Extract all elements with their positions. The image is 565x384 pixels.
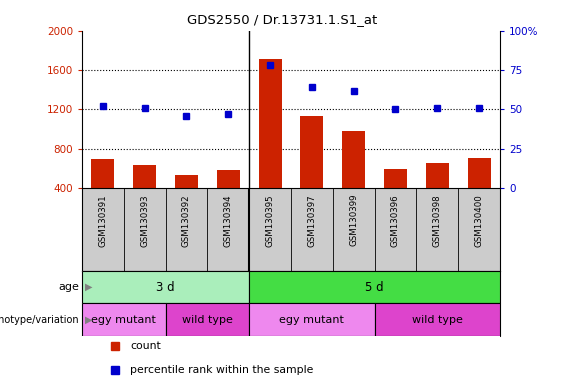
Bar <box>301 116 323 188</box>
Text: genotype/variation: genotype/variation <box>0 314 79 325</box>
Text: GSM130398: GSM130398 <box>433 194 442 247</box>
Text: ▶: ▶ <box>85 282 92 292</box>
Bar <box>82 271 249 303</box>
Bar <box>82 303 166 336</box>
Bar <box>133 164 156 188</box>
Text: GSM130393: GSM130393 <box>140 194 149 247</box>
Text: 3 d: 3 d <box>157 281 175 293</box>
Bar <box>249 271 500 303</box>
Text: GDS2550 / Dr.13731.1.S1_at: GDS2550 / Dr.13731.1.S1_at <box>188 13 377 26</box>
Text: count: count <box>130 341 161 351</box>
Bar <box>342 131 365 188</box>
Bar <box>217 170 240 188</box>
Text: egy mutant: egy mutant <box>280 314 344 325</box>
Bar <box>384 169 407 188</box>
Bar <box>468 158 490 188</box>
Text: GSM130397: GSM130397 <box>307 194 316 247</box>
Text: ▶: ▶ <box>85 314 92 325</box>
Bar <box>166 303 249 336</box>
Text: age: age <box>58 282 79 292</box>
Text: GSM130395: GSM130395 <box>266 194 275 247</box>
Text: egy mutant: egy mutant <box>92 314 156 325</box>
Text: GSM130399: GSM130399 <box>349 194 358 247</box>
Text: percentile rank within the sample: percentile rank within the sample <box>130 366 314 376</box>
Text: GSM130400: GSM130400 <box>475 194 484 247</box>
Bar <box>249 303 375 336</box>
Bar <box>92 159 114 188</box>
Bar <box>175 175 198 188</box>
Text: 5 d: 5 d <box>366 281 384 293</box>
Bar <box>426 162 449 188</box>
Text: GSM130391: GSM130391 <box>98 194 107 247</box>
Text: GSM130396: GSM130396 <box>391 194 400 247</box>
Bar <box>375 303 500 336</box>
Text: GSM130392: GSM130392 <box>182 194 191 247</box>
Text: GSM130394: GSM130394 <box>224 194 233 247</box>
Text: wild type: wild type <box>412 314 463 325</box>
Bar <box>259 59 281 188</box>
Text: wild type: wild type <box>182 314 233 325</box>
